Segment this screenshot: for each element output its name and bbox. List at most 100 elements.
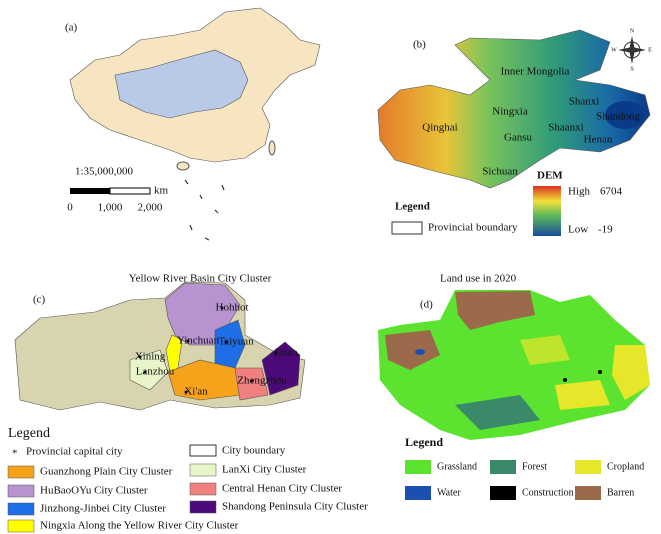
capital-symbol: * — [12, 448, 18, 460]
province-label: Sichuan — [482, 166, 518, 178]
panel-title: Yellow River Basin City Cluster — [129, 273, 272, 285]
panel-d: Land use in 2020 (d) Legend Grassland For… — [378, 273, 650, 500]
legend-label: Cropland — [607, 461, 644, 472]
panel-title: Land use in 2020 — [440, 273, 517, 285]
province-label: Shaanxi — [548, 122, 583, 134]
panel-a: (a) 1:35,000,000 km 0 1,000 2,000 — [65, 7, 321, 241]
city-dot — [274, 351, 278, 355]
panel-label: (c) — [33, 294, 46, 306]
landuse-area — [563, 378, 567, 382]
panel-label: (d) — [420, 299, 433, 311]
province-label: Shandong — [596, 111, 641, 123]
city-dot — [143, 370, 147, 374]
legend-swatch — [490, 460, 516, 474]
province-label: Gansu — [504, 132, 533, 144]
landuse-area — [612, 345, 650, 400]
city-dot — [220, 306, 224, 310]
dem-map — [377, 29, 651, 189]
city-label: Xi'an — [184, 386, 208, 398]
province-label: Henan — [584, 134, 613, 146]
dem-high-value: 6704 — [600, 186, 623, 198]
scale-ratio: 1:35,000,000 — [75, 166, 134, 178]
scale-unit: km — [154, 185, 169, 197]
city-label: Yinchuan — [177, 335, 220, 347]
landuse-area — [385, 330, 440, 370]
legend-swatch — [490, 486, 516, 500]
panel-label: (a) — [65, 22, 78, 34]
legend-swatch — [405, 486, 431, 500]
legend-label: Jinzhong-Jinbei City Cluster — [40, 503, 166, 515]
legend-swatch — [7, 484, 35, 498]
province-label: Qinghai — [422, 122, 457, 134]
scale-bar-white — [109, 187, 151, 195]
legend-title: Legend — [405, 435, 443, 449]
panel-label: (b) — [413, 39, 426, 51]
city-dot — [186, 339, 190, 343]
legend-label: Construction — [522, 487, 574, 498]
city-label: Lanzhou — [136, 366, 175, 378]
city-dot — [250, 379, 254, 383]
city-dot — [224, 340, 228, 344]
scale-bar-black — [70, 188, 110, 194]
landuse-area — [598, 370, 602, 374]
legend-swatch — [189, 500, 217, 514]
south-sea-islands — [184, 179, 225, 241]
legend-label: Shandong Peninsula City Cluster — [222, 501, 368, 513]
legend-swatch — [391, 221, 423, 235]
legend-title: Legend — [8, 426, 50, 441]
city-label: Taiyuan — [218, 336, 254, 348]
city-dot — [138, 355, 142, 359]
province-label: Inner Mongolia — [501, 66, 570, 78]
city-label: Hohhot — [216, 302, 249, 314]
legend-label: Barren — [607, 487, 634, 498]
city-dot — [184, 390, 188, 394]
cluster-area — [129, 349, 169, 391]
legend-swatch — [189, 482, 217, 496]
legend-label: Provincial boundary — [428, 222, 518, 234]
dem-title: DEM — [537, 170, 563, 182]
landuse-area — [455, 395, 540, 430]
cluster-area — [261, 341, 301, 396]
legend-swatch — [7, 465, 35, 479]
legend-label: Water — [437, 487, 461, 498]
legend-swatch — [575, 460, 601, 474]
city-label: Xining — [135, 351, 166, 363]
panel-b: Inner Mongolia Ningxia Shanxi Qinghai Gansu S… — [377, 28, 652, 236]
legend-label: HuBaoOYu City Cluster — [40, 485, 148, 497]
dem-low-value: -19 — [598, 224, 613, 236]
province-label: Ningxia — [492, 106, 528, 118]
compass: N E S W — [611, 28, 652, 72]
legend-title: Legend — [395, 201, 430, 213]
legend-label: City boundary — [222, 445, 286, 457]
cluster-area — [214, 319, 246, 369]
legend-label: LanXi City Cluster — [222, 464, 307, 476]
compass-letter: E — [648, 47, 652, 53]
basin-region — [114, 49, 249, 119]
legend-swatch — [189, 463, 217, 477]
legend-swatch — [189, 444, 217, 457]
legend-label: Guanzhong Plain City Cluster — [40, 466, 173, 478]
landuse-area — [555, 380, 610, 410]
legend-label: Grassland — [437, 461, 477, 472]
landuse-area — [455, 291, 535, 330]
legend-label: Provincial capital city — [26, 446, 123, 458]
dem-colorbar — [533, 186, 561, 236]
taiwan — [268, 140, 276, 156]
compass-letter: S — [630, 66, 633, 72]
legend-swatch — [405, 460, 431, 474]
legend-label: Ningxia Along the Yellow River City Clus… — [40, 520, 239, 532]
hainan — [176, 161, 190, 171]
dem-high-label: High — [568, 186, 591, 198]
legend-swatch — [7, 502, 35, 516]
scale-tick: 0 — [67, 202, 73, 214]
province-label: Shanxi — [569, 96, 600, 108]
city-label: Zhengzhou — [237, 375, 287, 387]
legend-label: Forest — [522, 461, 547, 472]
shandong-lowland — [605, 101, 645, 129]
legend-label: Central Henan City Cluster — [222, 483, 342, 495]
cluster-area — [234, 367, 269, 401]
landuse-area — [520, 335, 570, 365]
compass-letter: W — [611, 47, 617, 53]
scale-tick: 1,000 — [98, 202, 123, 214]
